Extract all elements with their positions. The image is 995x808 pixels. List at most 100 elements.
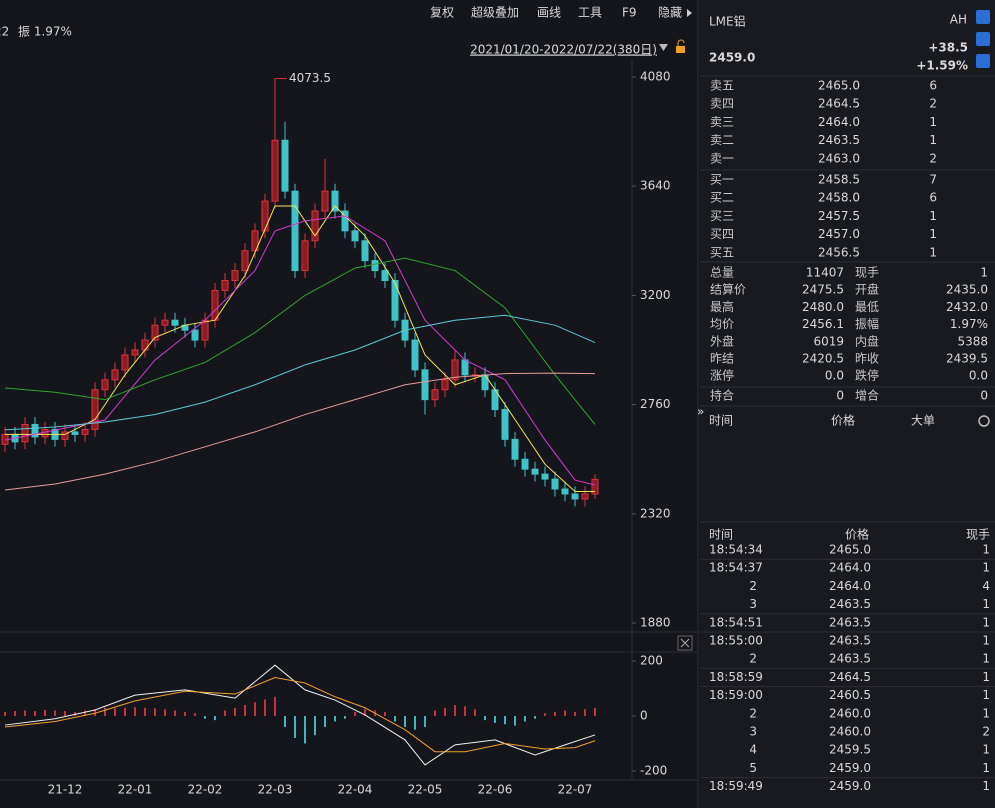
detail-tab[interactable]: 大单: [911, 414, 935, 428]
menu-item[interactable]: 复权: [430, 6, 454, 20]
candle-body: [31, 423, 39, 438]
macd-bar: [304, 716, 306, 744]
stat-value: 2456.1: [802, 317, 844, 331]
trade-volume: 4: [982, 579, 990, 593]
dropdown-icon[interactable]: [659, 44, 668, 51]
stat-label: 开盘: [855, 282, 879, 297]
amplitude: 振 1.97%: [18, 25, 72, 39]
settings-icon[interactable]: [978, 415, 990, 427]
candle-body: [451, 359, 459, 381]
edit-button[interactable]: [976, 54, 990, 68]
indicator-line: [4, 664, 596, 766]
trade-volume: 1: [982, 688, 990, 702]
book-price: 2456.5: [818, 245, 860, 259]
macd-bar: [104, 707, 106, 716]
stat-label: 均价: [710, 317, 734, 331]
macd-bar: [484, 716, 486, 721]
candle-body: [511, 438, 519, 460]
book-volume: 7: [929, 173, 937, 187]
trade-price: 2463.5: [829, 615, 871, 629]
add-button[interactable]: [976, 10, 990, 24]
lock-icon[interactable]: [676, 46, 685, 53]
trade-volume: 1: [982, 670, 990, 684]
candle-body: [581, 493, 589, 500]
stat-value: 1.97%: [950, 317, 988, 331]
macd-bar: [44, 709, 46, 716]
trade-time: 18:54:51: [709, 615, 763, 629]
x-tick-label: 22-06: [478, 783, 513, 797]
candle-body: [151, 324, 159, 341]
close-button[interactable]: [677, 635, 693, 651]
book-volume: 1: [929, 209, 937, 223]
candle-body: [41, 428, 49, 438]
detail-tab[interactable]: 价格: [831, 413, 855, 428]
trade-volume: 1: [982, 779, 990, 793]
trade-volume: 2: [982, 725, 990, 739]
peak-label: 4073.5: [289, 71, 331, 85]
candle-body: [141, 339, 149, 351]
stat-value: 2480.0: [802, 300, 844, 314]
stat-value: 11407: [806, 266, 844, 280]
book-volume: 1: [929, 115, 937, 129]
candle-body: [591, 478, 599, 495]
macd-bar: [224, 710, 226, 716]
expand-arrow[interactable]: »: [697, 405, 704, 419]
menu-item[interactable]: 画线: [537, 6, 561, 20]
stat-value: 0.0: [825, 369, 844, 383]
stat-value: 0: [980, 389, 988, 403]
candle-body: [311, 210, 319, 242]
book-label: 卖一: [710, 151, 734, 165]
macd-bar: [574, 711, 576, 716]
side-panel: [700, 0, 995, 808]
candle-body: [391, 279, 399, 321]
trade-time: 2: [749, 706, 757, 720]
trade-volume: 1: [982, 543, 990, 557]
macd-bar: [94, 709, 96, 716]
candle-body: [101, 379, 109, 391]
macd-bar: [204, 716, 206, 719]
macd-bar: [324, 716, 326, 727]
candle-body: [91, 389, 99, 430]
candle-body: [211, 289, 219, 321]
detail-tab[interactable]: 时间: [709, 414, 733, 428]
macd-bar: [494, 716, 496, 723]
candle-body: [111, 369, 119, 381]
trade-time: 18:59:49: [709, 779, 763, 793]
macd-bar: [354, 711, 356, 716]
trade-time: 2: [749, 579, 757, 593]
candle-body: [431, 389, 439, 401]
indicator-line: [4, 215, 596, 486]
trade-time: 18:58:59: [709, 670, 763, 684]
book-label: 卖五: [710, 79, 734, 93]
alert-button[interactable]: [976, 32, 990, 46]
macd-bar: [524, 716, 526, 722]
menu-item[interactable]: 超级叠加: [471, 5, 519, 20]
macd-bar: [334, 716, 336, 722]
trade-price: 2464.0: [829, 561, 871, 575]
book-volume: 1: [929, 227, 937, 241]
trade-time: 2: [749, 652, 757, 666]
indicator-line: [4, 677, 596, 753]
menu-item[interactable]: 工具: [578, 6, 602, 20]
candle-body: [571, 493, 579, 500]
macd-bar: [314, 716, 316, 736]
macd-bar: [134, 707, 136, 716]
date-range[interactable]: 2021/01/20-2022/07/22(380日): [470, 43, 657, 57]
menu-item[interactable]: 隐藏: [658, 6, 682, 20]
menu-arrow[interactable]: [687, 9, 692, 17]
trade-volume: 1: [982, 761, 990, 775]
candle-body: [551, 478, 559, 490]
book-volume: 1: [929, 133, 937, 147]
trade-price: 2463.5: [829, 634, 871, 648]
candle-body: [121, 354, 129, 371]
menu-item[interactable]: F9: [622, 6, 637, 20]
macd-bar: [384, 711, 386, 716]
trade-time: 18:54:34: [709, 543, 763, 557]
book-price: 2458.5: [818, 173, 860, 187]
candle-body: [231, 270, 239, 281]
y-tick-label: 4080: [640, 69, 671, 83]
x-tick-label: 22-04: [338, 783, 373, 797]
candle-body: [371, 260, 379, 272]
trade-price: 2459.0: [829, 779, 871, 793]
candle-body: [361, 240, 369, 262]
